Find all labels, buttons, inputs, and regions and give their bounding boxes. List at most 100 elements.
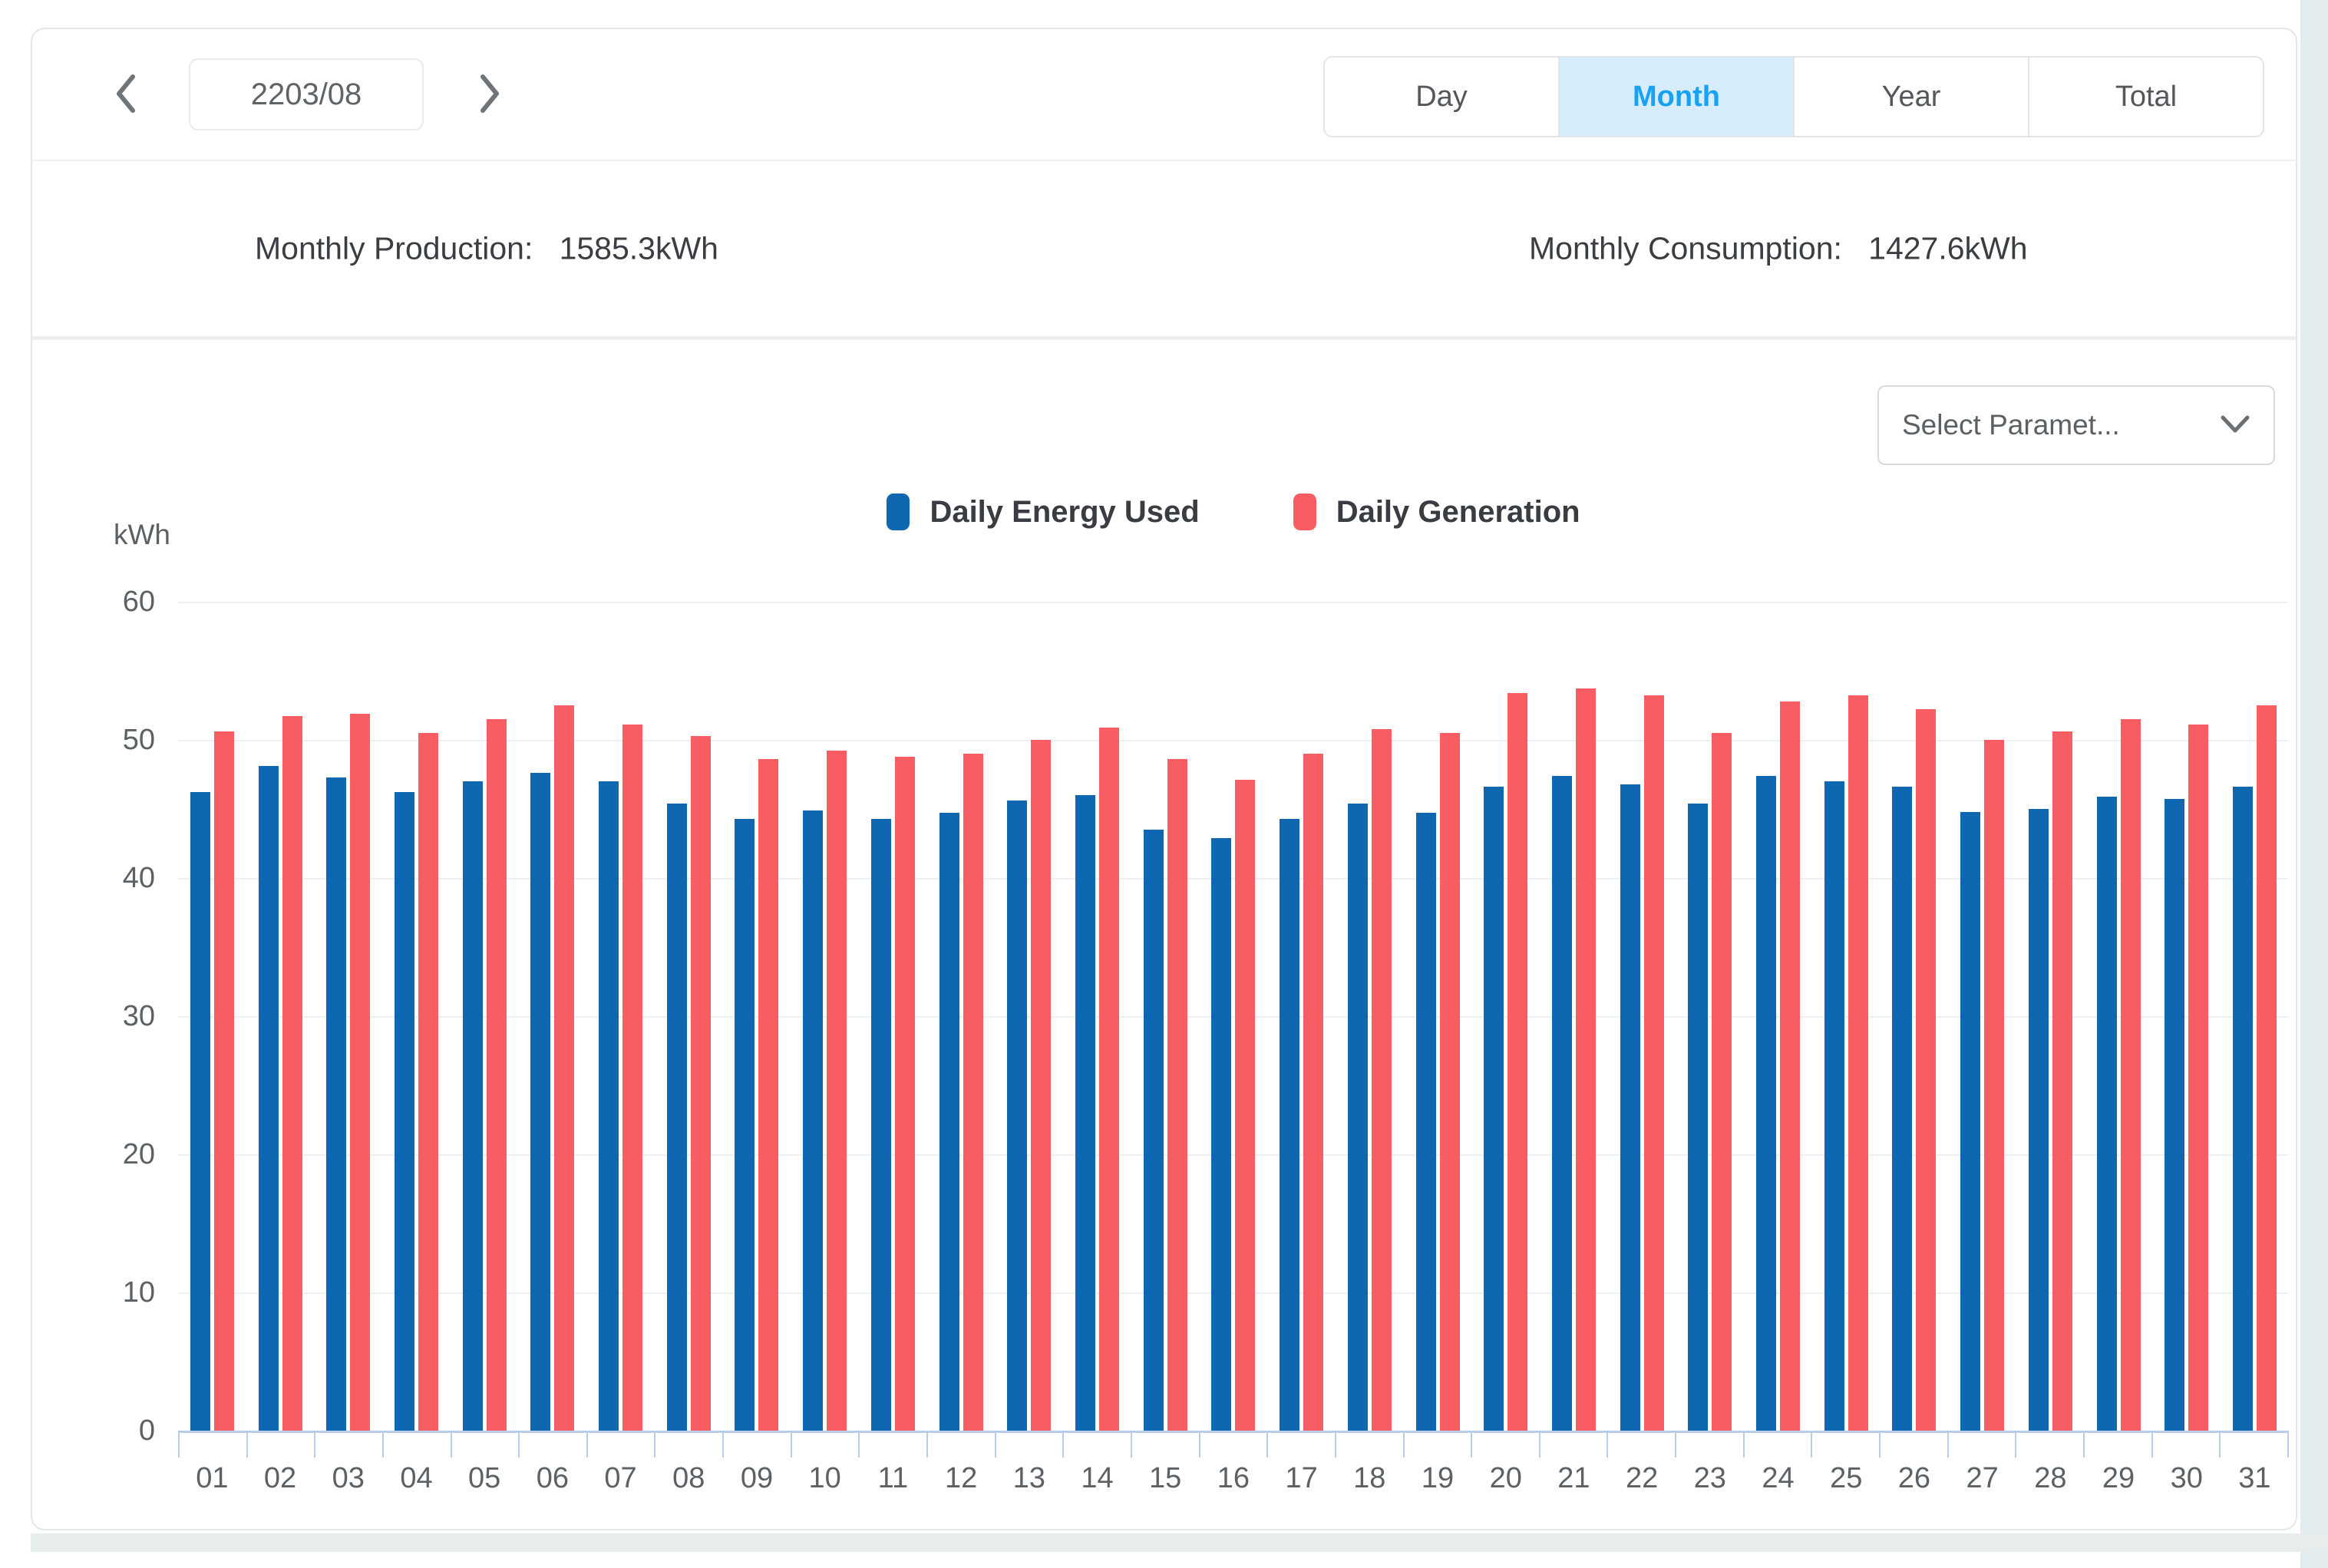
x-tick [1879, 1433, 1947, 1457]
x-tick [790, 1433, 859, 1457]
y-tick-label-50: 50 [122, 724, 155, 756]
day-slot-01 [178, 602, 246, 1431]
bar-daily-generation-09 [758, 759, 779, 1431]
day-slot-21 [1540, 602, 1608, 1431]
legend-swatch-red [1293, 494, 1316, 530]
x-tick-label-23: 23 [1693, 1462, 1726, 1494]
legend-label-daily-generation: Daily Generation [1336, 494, 1580, 529]
day-slot-17 [1267, 602, 1336, 1431]
bar-daily-generation-24 [1780, 701, 1801, 1431]
tab-day[interactable]: Day [1325, 58, 1558, 136]
bar-daily-generation-01 [213, 731, 234, 1431]
bar-daily-generation-27 [1984, 740, 2005, 1431]
x-tick [858, 1433, 926, 1457]
x-tick [314, 1433, 382, 1457]
tab-year[interactable]: Year [1793, 58, 2028, 136]
bar-daily-energy-used-02 [258, 766, 279, 1431]
bar-daily-energy-used-15 [1143, 830, 1164, 1431]
bar-daily-energy-used-19 [1415, 813, 1436, 1431]
bar-daily-energy-used-17 [1280, 818, 1300, 1431]
legend-item-daily-energy-used[interactable]: Daily Energy Used [887, 494, 1200, 530]
y-tick-label-40: 40 [122, 862, 155, 894]
date-selector[interactable]: 2203/08 [189, 58, 424, 130]
x-tick [1742, 1433, 1811, 1457]
x-tick-label-24: 24 [1762, 1462, 1795, 1494]
bar-daily-generation-10 [827, 751, 847, 1431]
x-tick-label-21: 21 [1557, 1462, 1590, 1494]
prev-period-button[interactable] [98, 60, 152, 129]
x-tick [2015, 1433, 2083, 1457]
day-slot-12 [927, 602, 996, 1431]
day-slot-30 [2152, 602, 2221, 1431]
date-value: 2203/08 [250, 77, 362, 111]
x-tick [1334, 1433, 1403, 1457]
bar-daily-energy-used-03 [326, 777, 347, 1431]
x-tick [722, 1433, 791, 1457]
x-tick-label-16: 16 [1217, 1462, 1250, 1494]
monthly-production-label: Monthly Production: [255, 230, 533, 266]
gridline-50 [178, 740, 2289, 741]
bar-daily-generation-25 [1848, 695, 1868, 1431]
day-slot-07 [586, 602, 655, 1431]
x-tick-label-19: 19 [1421, 1462, 1455, 1494]
bar-daily-energy-used-09 [735, 818, 755, 1431]
tab-total[interactable]: Total [2028, 58, 2263, 136]
day-slot-03 [314, 602, 382, 1431]
day-slot-16 [1200, 602, 1268, 1431]
x-tick [246, 1433, 315, 1457]
x-tick-label-04: 04 [400, 1462, 433, 1494]
chevron-left-icon [112, 72, 138, 117]
x-axis-ticks [178, 1433, 2289, 1457]
legend-label-daily-energy-used: Daily Energy Used [930, 494, 1200, 529]
x-tick-label-15: 15 [1149, 1462, 1182, 1494]
legend-item-daily-generation[interactable]: Daily Generation [1293, 494, 1580, 530]
day-slot-06 [519, 602, 587, 1431]
bar-daily-generation-19 [1439, 733, 1460, 1431]
x-tick-label-31: 31 [2238, 1462, 2271, 1494]
chart-section: Select Paramet... Daily Energy Used Dail… [32, 340, 2296, 1528]
y-tick-label-30: 30 [122, 1000, 155, 1032]
x-tick [381, 1433, 451, 1457]
bar-daily-generation-21 [1575, 688, 1596, 1431]
bar-daily-energy-used-22 [1620, 784, 1640, 1431]
parameter-select[interactable]: Select Paramet... [1877, 385, 2275, 465]
x-tick-label-18: 18 [1353, 1462, 1386, 1494]
bar-daily-generation-31 [2256, 705, 2277, 1431]
gridline-40 [178, 878, 2289, 880]
monthly-consumption-label: Monthly Consumption: [1529, 230, 1842, 266]
x-tick-label-10: 10 [808, 1462, 841, 1494]
bar-daily-generation-20 [1507, 692, 1528, 1431]
bar-daily-generation-04 [418, 733, 438, 1431]
chevron-down-icon [2220, 409, 2250, 441]
page-right-gutter [2300, 0, 2328, 1568]
x-tick-label-11: 11 [877, 1462, 909, 1494]
x-tick-label-02: 02 [263, 1462, 297, 1494]
x-tick [1471, 1433, 1539, 1457]
x-tick [1198, 1433, 1267, 1457]
x-tick-label-25: 25 [1830, 1462, 1863, 1494]
tab-month[interactable]: Month [1558, 58, 1793, 136]
x-tick-label-28: 28 [2034, 1462, 2067, 1494]
day-slot-26 [1881, 602, 1949, 1431]
x-tick-label-22: 22 [1625, 1462, 1659, 1494]
bar-daily-energy-used-26 [1892, 787, 1913, 1431]
x-tick-label-01: 01 [196, 1462, 229, 1494]
day-slot-15 [1131, 602, 1200, 1431]
bar-daily-generation-17 [1303, 754, 1324, 1431]
x-tick-label-29: 29 [2102, 1462, 2135, 1494]
x-tick-label-13: 13 [1012, 1462, 1045, 1494]
x-tick [178, 1433, 246, 1457]
x-tick [994, 1433, 1063, 1457]
x-tick [1675, 1433, 1743, 1457]
day-slot-27 [1948, 602, 2016, 1431]
next-period-button[interactable] [464, 60, 517, 129]
monthly-consumption: Monthly Consumption: 1427.6kWh [1529, 231, 2028, 267]
day-slot-23 [1676, 602, 1744, 1431]
x-tick-label-26: 26 [1897, 1462, 1931, 1494]
chevron-right-icon [477, 72, 504, 117]
bars-container [178, 602, 2289, 1431]
bar-daily-energy-used-04 [394, 792, 414, 1431]
bar-daily-energy-used-20 [1484, 787, 1504, 1431]
bar-daily-energy-used-06 [530, 773, 551, 1431]
monthly-consumption-value: 1427.6kWh [1868, 230, 2028, 266]
